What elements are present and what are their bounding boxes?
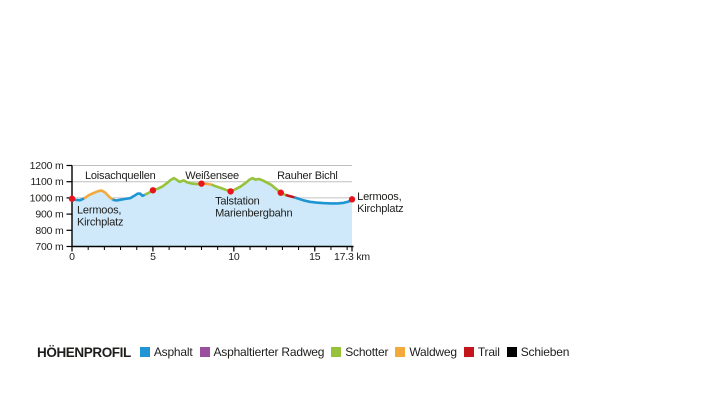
waypoint-dot xyxy=(198,180,205,187)
waypoint-labels: Lermoos,KirchplatzTalstationMarienbergba… xyxy=(77,191,404,228)
y-axis: 700 m 800 m 900 m 1000 m 1100 m 1200 m xyxy=(30,160,72,253)
y-tick-label: 900 m xyxy=(35,209,64,221)
legend-item-label: Schotter xyxy=(345,345,389,359)
waypoint-label-line: Marienbergbahn xyxy=(215,208,292,220)
x-tick-label: 15 xyxy=(309,251,321,263)
y-tick-label: 1100 m xyxy=(30,176,63,188)
y-tick-label: 700 m xyxy=(35,241,64,253)
waypoint-label-line: Lermoos, xyxy=(77,204,121,216)
legend-item-label: Asphalt xyxy=(153,345,193,359)
legend-item-asphaltierter-radweg: Asphaltierter Radweg xyxy=(199,345,325,359)
y-tick-label: 1200 m xyxy=(30,160,64,172)
waypoint-dot xyxy=(149,187,157,194)
x-tick-label: 0 xyxy=(69,251,75,263)
waypoint-label-line: Lermoos, xyxy=(357,191,401,203)
annotations: Loisachquellen Weißensee Rauher Bichl xyxy=(85,170,338,182)
waypoint-dot xyxy=(348,196,356,203)
trail-swatch-icon xyxy=(463,347,474,357)
waypoint-label-line: Talstation xyxy=(215,196,260,208)
annotation-label: Rauher Bichl xyxy=(277,170,338,182)
legend-item-label: Trail xyxy=(477,345,500,359)
legend-item-schieben: Schieben xyxy=(506,345,570,359)
asphalt-swatch-icon xyxy=(139,347,150,357)
legend-item-label: Schieben xyxy=(520,345,570,359)
annotation-label: Weißensee xyxy=(185,170,239,182)
x-tick-label: 5 xyxy=(150,251,156,263)
segment-asphalt xyxy=(112,192,146,202)
y-tick-label: 800 m xyxy=(35,225,64,237)
legend-item-waldweg: Waldweg xyxy=(395,345,457,359)
segment-waldweg xyxy=(83,189,114,201)
legend-item-asphalt: Asphalt xyxy=(139,345,193,359)
legend-item-schotter: Schotter xyxy=(331,345,389,359)
waypoint-label-line: Kirchplatz xyxy=(77,216,123,228)
legend-item-label: Waldweg xyxy=(409,345,457,359)
waypoint-dot xyxy=(68,195,76,202)
segment-trail xyxy=(285,193,295,199)
x-tick-label: 17.3 km xyxy=(334,251,370,263)
waldweg-swatch-icon xyxy=(395,347,406,357)
legend-item-label: Asphaltierter Radweg xyxy=(213,345,325,359)
schotter-swatch-icon xyxy=(331,347,342,357)
legend-item-trail: Trail xyxy=(463,345,500,359)
waypoint-label-line: Kirchplatz xyxy=(357,203,403,215)
annotation-label: Loisachquellen xyxy=(85,170,156,182)
x-tick-label: 10 xyxy=(228,251,240,263)
x-axis: 0 5 10 15 17.3 km xyxy=(69,246,371,263)
waypoint-dots xyxy=(68,180,356,203)
waypoint-dot xyxy=(227,188,234,195)
segment-asphalt xyxy=(294,196,353,205)
legend-title: HÖHENPROFIL xyxy=(37,344,131,360)
legend: HÖHENPROFIL Asphalt Asphaltierter Radweg… xyxy=(37,344,576,360)
asphaltierter-radweg-swatch-icon xyxy=(199,347,210,357)
waypoint-dot xyxy=(277,189,284,196)
schieben-swatch-icon xyxy=(506,347,517,357)
y-tick-label: 1000 m xyxy=(30,192,64,204)
segment-schotter xyxy=(210,176,287,197)
profile-segments xyxy=(71,176,353,205)
